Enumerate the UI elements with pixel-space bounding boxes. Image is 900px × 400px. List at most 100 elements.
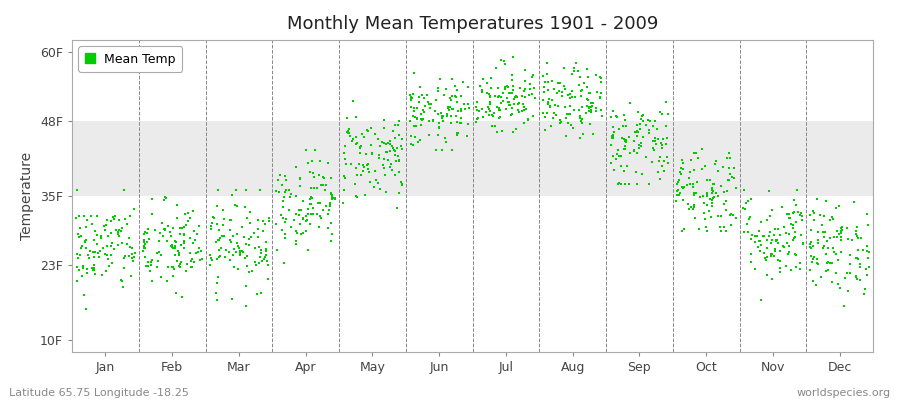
Point [819,268,833,274]
Point [272,189,286,196]
Point [104,242,118,249]
Point [155,220,169,226]
Point [611,181,625,188]
Point [860,210,875,217]
Point [377,156,392,163]
Point [721,177,735,184]
Point [176,231,191,238]
Point [744,232,759,238]
Point [392,132,406,138]
Point [492,107,507,113]
Point [613,181,627,188]
Point [753,242,768,248]
Point [742,216,757,222]
Point [648,138,662,144]
Point [163,233,177,240]
Point [515,93,529,100]
Point [240,263,255,269]
Point [683,169,698,175]
Point [379,189,393,195]
Point [689,190,704,196]
Point [692,226,706,232]
Point [508,93,522,100]
Point [320,159,335,166]
Point [349,114,364,120]
Point [323,199,338,206]
Point [652,154,667,160]
Point [784,266,798,273]
Point [217,216,231,222]
Point [753,297,768,303]
Point [662,111,676,117]
Point [72,213,86,220]
Point [690,155,705,161]
Point [404,141,419,147]
Point [349,194,364,200]
Point [125,255,140,261]
Point [392,156,407,163]
Point [80,217,94,224]
Point [137,231,151,238]
Point [793,266,807,272]
Point [594,107,608,113]
Point [505,82,519,89]
Point [631,109,645,116]
Point [216,222,230,228]
Point [167,243,182,250]
Point [231,242,246,249]
Point [501,99,516,105]
Point [262,215,276,221]
Point [337,199,351,206]
Point [778,224,792,230]
Point [393,178,408,185]
Point [705,190,719,196]
Point [726,212,741,219]
Point [840,224,854,231]
Point [323,220,338,226]
Point [423,104,437,111]
Point [722,177,736,183]
Point [86,254,101,260]
Point [567,65,581,71]
Point [483,93,498,100]
Point [444,120,458,126]
Point [634,143,648,150]
Point [248,262,263,268]
Point [724,174,739,180]
Point [407,123,421,129]
Point [338,155,352,162]
Point [114,240,129,246]
Point [361,127,375,134]
Point [404,96,419,103]
Point [494,94,508,100]
Point [645,138,660,144]
Point [106,216,121,222]
Point [617,168,632,174]
Point [364,151,379,157]
Point [739,200,753,206]
Point [111,242,125,248]
Point [699,190,714,196]
Point [571,68,585,74]
Point [384,167,399,173]
Point [657,158,671,164]
Point [449,113,464,119]
Point [172,230,186,237]
Point [853,261,868,267]
Point [187,236,202,243]
Point [74,245,88,251]
Point [748,233,762,239]
Point [482,98,497,105]
Point [542,96,556,102]
Point [178,211,193,217]
Point [299,228,313,234]
Point [70,263,85,270]
Point [518,67,532,74]
Point [563,102,578,109]
Point [140,226,155,232]
Point [806,208,820,214]
Point [703,177,717,184]
Point [768,248,782,255]
Point [307,184,321,191]
Point [301,246,315,253]
